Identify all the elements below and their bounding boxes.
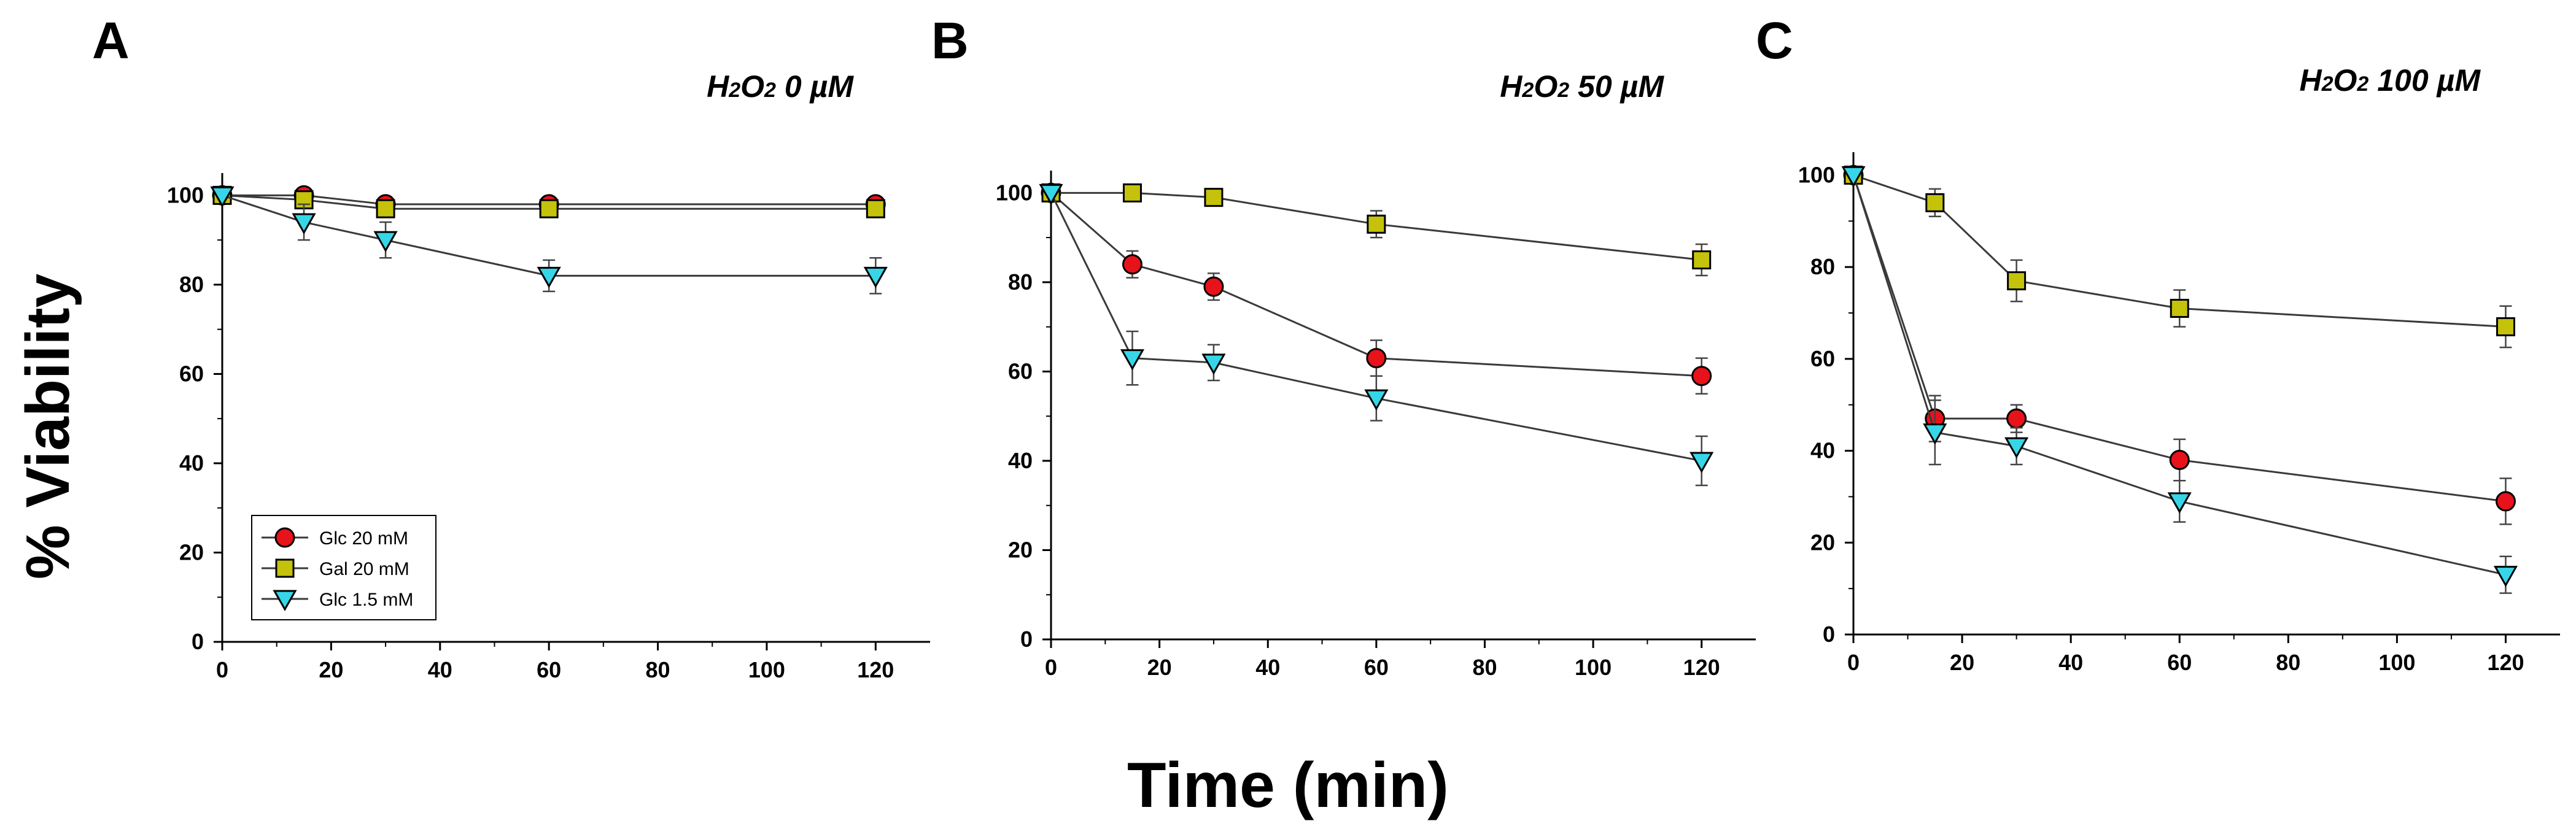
data-point — [1120, 349, 1145, 371]
y-tick-label: 60 — [1810, 346, 1835, 371]
x-axis-label: Time (min) — [1127, 750, 1449, 821]
x-tick-label: 20 — [1147, 655, 1172, 680]
data-point — [866, 199, 885, 218]
y-tick-label: 0 — [192, 629, 204, 654]
data-point — [2493, 566, 2518, 587]
data-point — [1122, 254, 1143, 275]
data-point — [1925, 193, 1945, 212]
data-point — [1366, 348, 1387, 369]
series-gal-20-mm — [1041, 183, 1712, 277]
x-tick-label: 100 — [748, 657, 785, 682]
y-tick-label: 40 — [1008, 448, 1033, 473]
data-point — [2170, 299, 2189, 318]
data-point — [2007, 271, 2027, 291]
panel-title: H2O2 100 µM — [2299, 63, 2481, 98]
y-tick-label: 100 — [167, 182, 204, 207]
y-tick-label: 0 — [1823, 622, 1835, 647]
legend-label: Glc 1.5 mM — [319, 590, 413, 610]
y-tick-label: 40 — [179, 450, 204, 476]
y-tick-label: 40 — [1810, 438, 1835, 463]
panel-b: B H2O2 50 µM 0 20 40 60 80 100 120 0 20 40 60 80 100 — [931, 12, 1756, 680]
x-tick-label: 0 — [1847, 650, 1860, 675]
series-glc-1-5-mm — [1841, 166, 2518, 594]
y-tick-label: 100 — [1798, 162, 1835, 187]
data-point — [1122, 183, 1142, 202]
data-point — [1691, 366, 1712, 387]
x-tick-label: 120 — [1683, 655, 1720, 680]
panel-letter: A — [92, 12, 130, 69]
y-tick-label: 20 — [1008, 537, 1033, 562]
data-point — [1201, 353, 1226, 375]
data-point — [1690, 452, 1714, 473]
y-tick-label: 80 — [1008, 269, 1033, 295]
series-glc-1-5-mm — [1039, 183, 1714, 487]
panel-letter: C — [1756, 12, 1793, 69]
y-tick-label: 100 — [996, 180, 1033, 205]
data-point — [1364, 389, 1389, 411]
legend-label: Gal 20 mM — [319, 559, 409, 579]
data-point — [1204, 188, 1224, 207]
data-point — [1367, 214, 1386, 234]
data-point — [863, 266, 888, 288]
series-gal-20-mm — [212, 185, 885, 218]
panel-c: C H2O2 100 µM 0 20 40 60 80 100 120 0 20 40 60 80 100 — [1756, 12, 2560, 675]
x-tick-label: 120 — [2487, 650, 2524, 675]
x-tick-label: 0 — [216, 657, 228, 682]
panel-letter: B — [931, 12, 969, 69]
y-tick-label: 60 — [179, 361, 204, 386]
x-tick-label: 100 — [1575, 655, 1612, 680]
panel-a: A H2O2 0 µM 0 20 40 60 80 100 120 0 20 40 60 80 100 Glc… — [92, 12, 930, 682]
data-point — [210, 186, 235, 208]
x-tick-label: 80 — [646, 657, 670, 682]
data-point — [1692, 250, 1712, 270]
y-axis-label: % Viability — [14, 273, 82, 579]
data-point — [2496, 317, 2515, 336]
legend: Glc 20 mM Gal 20 mM Glc 1.5 mM — [251, 515, 436, 620]
x-tick-label: 20 — [1950, 650, 1974, 675]
data-point — [2006, 408, 2027, 429]
x-tick-label: 40 — [2058, 650, 2083, 675]
data-point — [2495, 491, 2516, 512]
data-point — [1923, 423, 1947, 445]
legend-label: Glc 20 mM — [319, 528, 408, 549]
y-tick-label: 20 — [179, 539, 204, 565]
data-point — [2004, 437, 2029, 459]
x-tick-label: 120 — [857, 657, 894, 682]
y-tick-label: 80 — [179, 272, 204, 297]
x-tick-label: 60 — [1364, 655, 1389, 680]
series-glc-20-mm — [1843, 164, 2516, 525]
y-tick-label: 20 — [1810, 530, 1835, 555]
panel-title: H2O2 0 µM — [707, 69, 854, 104]
data-point — [1039, 183, 1063, 206]
y-tick-label: 80 — [1810, 254, 1835, 279]
x-tick-label: 20 — [319, 657, 343, 682]
x-tick-label: 0 — [1045, 655, 1057, 680]
legend-marker — [273, 590, 297, 612]
data-point — [376, 199, 395, 218]
x-tick-label: 80 — [1472, 655, 1497, 680]
data-point — [2169, 450, 2190, 471]
data-point — [1841, 166, 1866, 188]
data-point — [539, 199, 559, 218]
x-tick-label: 60 — [537, 657, 561, 682]
x-tick-label: 60 — [2167, 650, 2192, 675]
series-gal-20-mm — [1844, 165, 2515, 349]
x-tick-label: 80 — [2276, 650, 2300, 675]
y-tick-label: 0 — [1020, 627, 1033, 652]
x-tick-label: 100 — [2378, 650, 2415, 675]
data-point — [292, 213, 316, 235]
data-point — [2167, 492, 2192, 514]
x-tick-label: 40 — [1255, 655, 1280, 680]
data-point — [1203, 276, 1224, 297]
data-point — [537, 266, 561, 288]
y-tick-label: 60 — [1008, 358, 1033, 384]
series-glc-1-5-mm — [210, 186, 888, 295]
panel-title: H2O2 50 µM — [1500, 69, 1664, 104]
legend-marker — [274, 527, 295, 548]
x-tick-label: 40 — [428, 657, 452, 682]
legend-marker — [275, 558, 295, 578]
data-point — [373, 231, 398, 253]
